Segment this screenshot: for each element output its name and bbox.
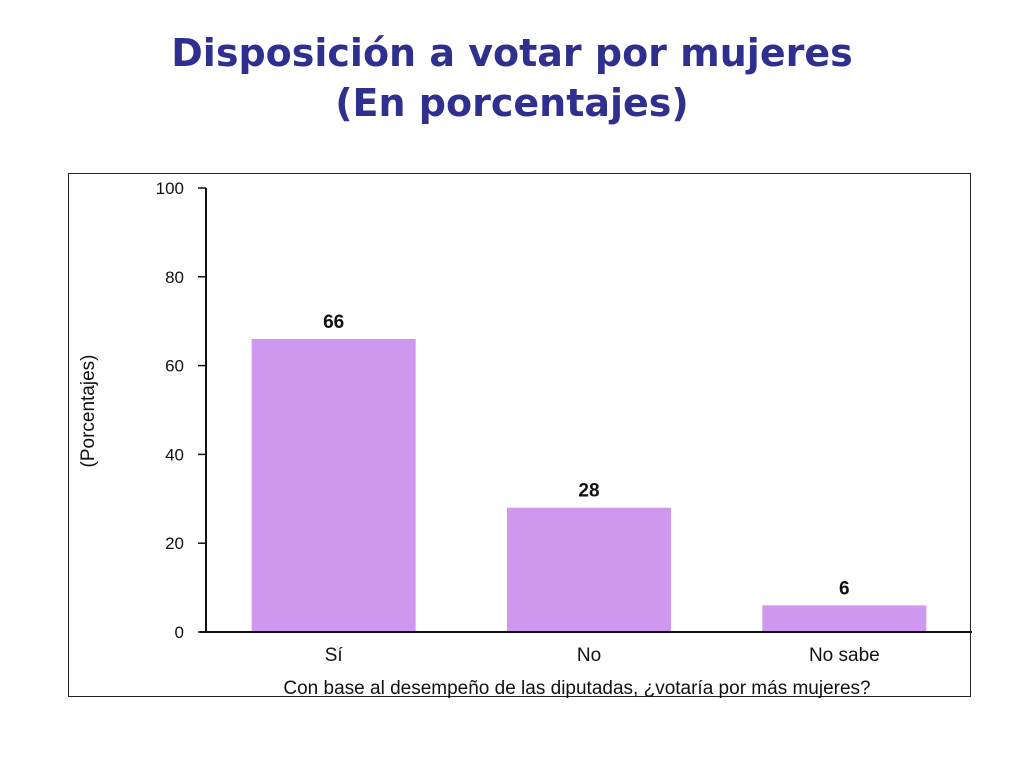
- bar-chart: 0 20 40 60 80 100 66 28 6 Sí No No sabe (Porcenta…: [78, 179, 972, 698]
- x-axis-title: Con base al desempeño de las diputadas, …: [283, 678, 870, 698]
- chart-subtitle: (En porcentajes): [335, 81, 689, 125]
- data-label: 66: [323, 312, 344, 333]
- y-tick-label: 60: [165, 357, 184, 376]
- y-axis-title: (Porcentajes): [78, 355, 99, 468]
- bar: [507, 507, 671, 632]
- y-tick-label: 0: [175, 623, 184, 642]
- y-tick-label: 40: [165, 445, 184, 464]
- x-tick-label: No sabe: [809, 645, 880, 666]
- x-axis-labels: Sí No No sabe: [325, 645, 880, 666]
- x-tick-label: Sí: [325, 645, 344, 666]
- data-label: 28: [578, 481, 599, 502]
- chart-title: Disposición a votar por mujeres (En porc…: [0, 28, 1024, 128]
- chart-title-main: Disposición a votar por mujeres: [171, 31, 853, 75]
- bar: [762, 605, 927, 632]
- y-tick-label: 20: [165, 534, 184, 553]
- bars: [251, 338, 927, 632]
- bar: [251, 338, 416, 632]
- x-tick-label: No: [577, 645, 601, 666]
- data-labels: 66 28 6: [323, 312, 850, 599]
- y-tick-label: 100: [156, 179, 184, 198]
- y-tick-label: 80: [165, 268, 184, 287]
- data-label: 6: [839, 578, 850, 599]
- y-axis-ticks: 0 20 40 60 80 100: [156, 179, 206, 642]
- chart-frame: 0 20 40 60 80 100 66 28 6 Sí No No sabe (Porcenta…: [68, 173, 972, 698]
